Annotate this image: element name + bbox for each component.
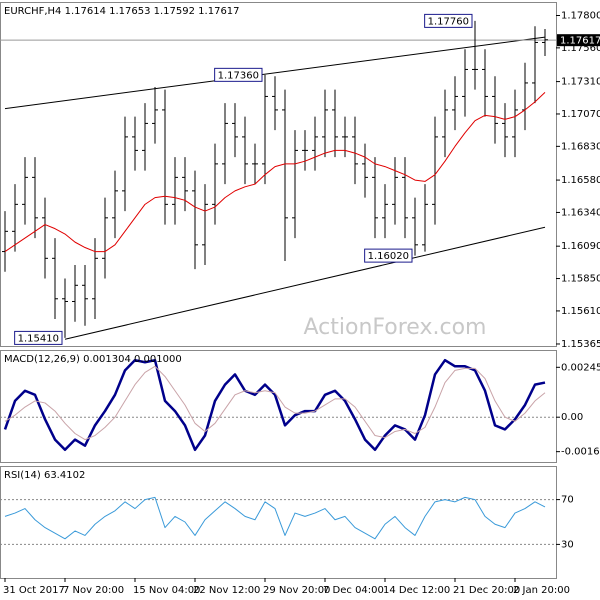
x-tick-label: 31 Oct 2017 bbox=[3, 585, 65, 596]
y-tick-label: 1.17070 bbox=[561, 109, 600, 120]
x-tick-label: 14 Dec 12:00 bbox=[383, 585, 450, 596]
y-tick-label: 1.15365 bbox=[561, 339, 600, 350]
panel-frame bbox=[0, 350, 557, 463]
panel-plot bbox=[0, 496, 556, 545]
last-price-box bbox=[557, 34, 600, 47]
y-tick-label: 30 bbox=[561, 539, 574, 550]
last-price-label: 1.17617 bbox=[560, 36, 600, 47]
x-tick-label: 2 Jan 20:00 bbox=[513, 585, 570, 596]
y-tick-label: 1.17800 bbox=[561, 10, 600, 21]
watermark: ActionForex.com bbox=[304, 315, 487, 340]
annotation-box bbox=[424, 13, 473, 28]
panel-frame bbox=[0, 2, 557, 347]
x-tick-label: 29 Nov 20:00 bbox=[263, 585, 330, 596]
annotation-label: 1.15410 bbox=[18, 333, 59, 344]
indicator-line bbox=[3, 358, 546, 452]
indicator-line bbox=[4, 496, 546, 540]
y-tick-label: -0.001692 bbox=[561, 447, 600, 458]
trend-line bbox=[64, 226, 546, 340]
panel-title: RSI(14) 63.4102 bbox=[4, 470, 85, 481]
moving-average bbox=[4, 92, 546, 253]
annotation-label: 1.16020 bbox=[368, 251, 409, 262]
y-tick-label: 1.16340 bbox=[561, 207, 600, 218]
trend-line bbox=[4, 36, 546, 110]
indicator-line bbox=[4, 365, 546, 441]
annotation-box bbox=[14, 330, 63, 345]
panel-plot bbox=[0, 358, 556, 452]
panel-plot: ActionForex.com bbox=[0, 20, 556, 340]
y-tick-label: 0.00245 bbox=[561, 362, 600, 373]
x-tick-label: 7 Dec 04:00 bbox=[323, 585, 384, 596]
annotation-label: 1.17760 bbox=[428, 16, 469, 27]
x-tick-label: 21 Dec 20:00 bbox=[453, 585, 520, 596]
y-tick-label: 1.16090 bbox=[561, 241, 600, 252]
y-tick-label: 0.00 bbox=[561, 412, 583, 423]
annotation-box bbox=[364, 248, 413, 263]
y-tick-label: 1.15610 bbox=[561, 306, 600, 317]
y-tick-label: 1.16580 bbox=[561, 175, 600, 186]
x-tick-label: 15 Nov 04:00 bbox=[133, 585, 200, 596]
x-tick-label: 7 Nov 20:00 bbox=[63, 585, 124, 596]
annotation-label: 1.17360 bbox=[218, 70, 259, 81]
annotation-box bbox=[214, 67, 263, 82]
y-tick-label: 1.17310 bbox=[561, 77, 600, 88]
y-tick-label: 70 bbox=[561, 495, 574, 506]
panel-title: MACD(12,26,9) 0.001304 0.001000 bbox=[4, 354, 182, 365]
y-tick-label: 1.15850 bbox=[561, 274, 600, 285]
panel-title: EURCHF,H4 1.17614 1.17653 1.17592 1.1761… bbox=[4, 6, 240, 17]
panel-frame bbox=[0, 466, 557, 579]
y-tick-label: 1.17560 bbox=[561, 43, 600, 54]
x-tick-label: 22 Nov 12:00 bbox=[193, 585, 260, 596]
y-tick-label: 1.16830 bbox=[561, 141, 600, 152]
